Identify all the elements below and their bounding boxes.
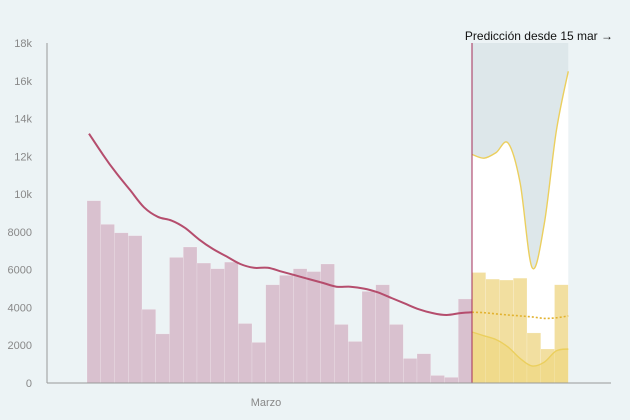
lines-layer: [88, 43, 569, 383]
observed-bar: [279, 275, 294, 384]
observed-bar: [100, 224, 115, 384]
y-tick-label: 0: [26, 378, 32, 390]
y-tick-label: 8000: [8, 227, 32, 239]
observed-bar: [169, 257, 184, 384]
observed-bar: [183, 246, 198, 384]
observed-bar: [238, 323, 253, 384]
y-tick-label: 14k: [14, 114, 32, 126]
observed-bar: [348, 341, 363, 384]
bars-layer: [86, 200, 569, 384]
observed-bar: [293, 268, 308, 384]
observed-bar: [114, 232, 129, 384]
observed-bar: [265, 284, 280, 384]
y-tick-label: 10k: [14, 189, 32, 201]
y-tick-label: 12k: [14, 151, 32, 163]
y-tick-label: 16k: [14, 76, 32, 88]
predicted-mean-line: [471, 311, 569, 320]
y-tick-label: 6000: [8, 265, 32, 277]
trend-line: [88, 133, 473, 317]
observed-bar: [403, 358, 418, 384]
observed-bar: [86, 200, 101, 384]
axes-layer: [46, 43, 611, 384]
observed-bar: [361, 291, 376, 384]
observed-bar: [320, 263, 335, 384]
observed-bar: [155, 333, 170, 384]
observed-bar: [210, 268, 225, 384]
prediction-annotation: Predicción desde 15 mar →: [465, 29, 613, 43]
y-tick-label: 2000: [8, 340, 32, 352]
upper-region-layer: [472, 43, 569, 269]
observed-bar: [389, 324, 404, 384]
y-tick-label: 18k: [14, 38, 32, 50]
observed-bar: [334, 324, 349, 384]
upper-region: [472, 43, 569, 269]
lower-bound-area: [472, 332, 569, 383]
observed-bar: [375, 284, 390, 384]
y-tick-labels: 0 2000 4000 6000 8000 10k 12k 14k 16k 18k: [8, 38, 33, 390]
observed-bar: [430, 375, 445, 384]
y-tick-label: 4000: [8, 302, 32, 314]
observed-bar: [196, 262, 211, 384]
observed-bar: [251, 342, 266, 384]
observed-bar: [224, 261, 239, 384]
observed-bar: [444, 377, 459, 384]
prediction-lower-line: [471, 331, 569, 367]
observed-bar: [141, 309, 156, 384]
observed-bar: [416, 353, 431, 384]
x-axis-label: Marzo: [251, 397, 282, 409]
prediction-upper-line: [471, 71, 569, 270]
observed-bar: [306, 271, 321, 384]
observed-bar: [128, 235, 143, 384]
